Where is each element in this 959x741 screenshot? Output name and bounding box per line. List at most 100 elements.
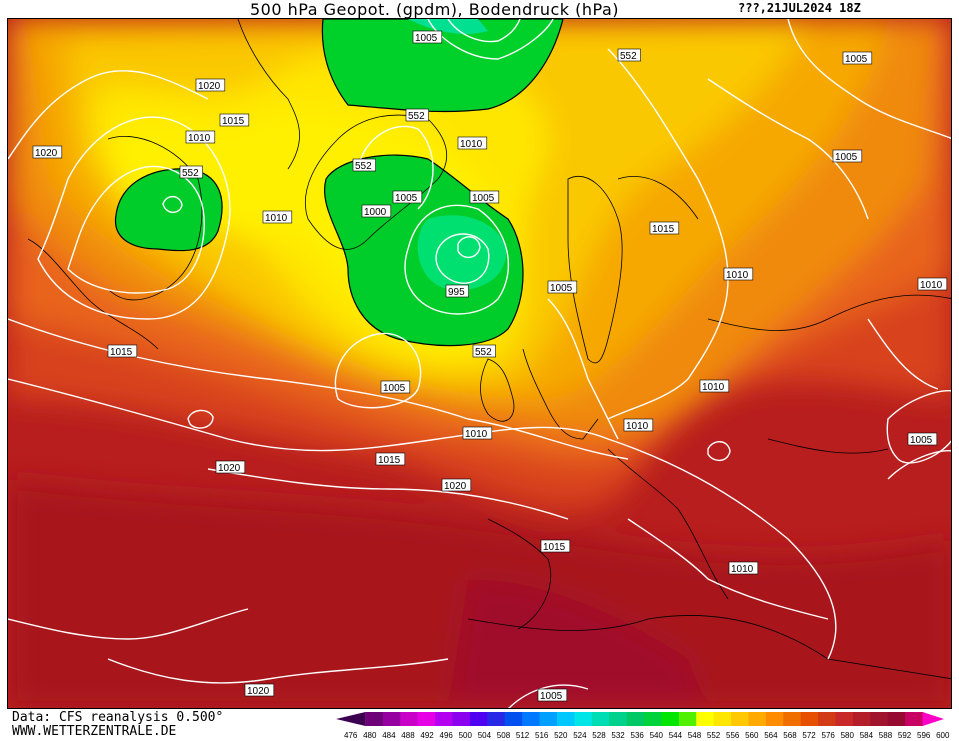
colorbar-swatch [852,712,871,726]
isobar-label: 552 [617,48,641,62]
isobar-label-text: 1015 [110,347,133,358]
isobar-label: 1010 [728,561,759,575]
data-source-label: Data: CFS reanalysis 0.500° [12,710,224,725]
isobar-label: 1005 [392,190,423,204]
isobar-label-text: 1010 [726,270,749,281]
isobar-label-text: 552 [182,168,199,179]
isobar-label-text: 1015 [652,224,675,235]
isobar-label-text: 1010 [265,213,288,224]
isobar-label: 1010 [699,379,730,393]
colorbar-tick-label: 572 [802,731,816,740]
isobar-label: 1010 [917,277,948,291]
colorbar-swatch [417,712,436,726]
colorbar-tick-label: 592 [897,731,912,740]
isobar-label-text: 1010 [702,382,725,393]
isobar-label-text: 1005 [383,383,406,394]
isobar-label: 1005 [469,190,500,204]
colorbar-swatch [626,712,645,726]
weather-map[interactable]: 1005 552 1020 1015 1010 1020 552 552 1010 1005 100… [7,18,952,709]
colorbar-labels: 476 480 484 488 492 496 500 504 508 512 516 520 524 5… [340,731,950,741]
colorbar-swatch [835,712,854,726]
colorbar-swatch [336,712,366,726]
isobar-label-text: 1005 [472,193,495,204]
colorbar-tick-label: 580 [840,731,854,740]
colorbar-swatch [713,712,732,726]
isobar-label: 552 [179,165,203,179]
colorbar-swatch [800,712,819,726]
colorbar-swatch [887,712,906,726]
isobar-label: 552 [352,158,376,172]
colorbar-tick-label: 520 [554,731,568,740]
isobar-label-text: 1010 [460,139,483,150]
isobar-label-text: 1005 [550,283,573,294]
colorbar [336,712,944,726]
colorbar-tick-label: 528 [592,731,606,740]
isobar-label-text: 552 [475,347,492,358]
run-date-label: ???,21JUL2024 18Z [738,1,861,15]
low-pressure-area-north [321,19,564,113]
colorbar-tick-label: 596 [917,731,931,740]
isobar-label-text: 1020 [198,81,221,92]
colorbar-tick-label: 552 [706,731,721,740]
colorbar-tick-label: 548 [687,731,702,740]
isobar-label-text: 1005 [540,691,563,702]
footer-credits: Data: CFS reanalysis 0.500° WWW.WETTERZE… [12,711,223,739]
chart-title: 500 hPa Geopot. (gpdm), Bodendruck (hPa) [250,0,620,19]
colorbar-tick-label: 484 [382,731,396,740]
isobar-label-text: 552 [408,111,425,122]
colorbar-tick-label: 600 [936,731,950,740]
colorbar-tick-label: 488 [401,731,415,740]
colorbar-swatch [435,712,453,726]
colorbar-swatch [661,712,680,726]
isobar-label-text: 1005 [415,33,438,44]
colorbar-tick-label: 480 [363,731,377,740]
colorbar-tick-label: 508 [496,731,511,740]
map-canvas: 1005 552 1020 1015 1010 1020 552 552 1010 1005 100… [8,19,951,708]
colorbar-swatch [487,712,506,726]
isobar-label: 552 [405,108,429,122]
isobar-label-text: 1005 [910,435,933,446]
colorbar-swatch [644,712,662,726]
isobar-label-text: 1015 [378,455,401,466]
isobar-label: 1010 [723,267,754,281]
isobar-label: 995 [445,284,469,298]
colorbar-swatch [905,712,924,726]
colorbar-swatch [522,712,541,726]
isobar-label-text: 1015 [222,116,245,127]
isobar-label-text: 1015 [543,542,566,553]
colorbar-swatch [469,712,488,726]
isobar-label-text: 1020 [218,463,241,474]
colorbar-tick-label: 504 [477,731,492,740]
colorbar-tick-label: 532 [611,731,625,740]
isobar-label: 1005 [842,51,873,65]
colorbar-tick-label: 564 [764,731,778,740]
isobar-label-text: 552 [620,51,637,62]
isobar-label: 1015 [540,539,571,553]
coastlines [27,19,951,680]
colorbar-tick-label: 500 [458,731,472,740]
colorbar-swatch [591,712,610,726]
isobar-label: 1005 [380,380,411,394]
isobar-label: 1005 [537,688,568,702]
isobar-label: 1015 [219,113,250,127]
isobar-label: 1010 [457,136,488,150]
isobar-label: 1020 [32,145,63,159]
isobar-label: 1020 [244,683,275,697]
colorbar-swatch [678,712,697,726]
isobar-label-text: 1010 [465,429,488,440]
colorbar-tick-label: 556 [726,731,740,740]
isobar-label-text: 1000 [364,207,387,218]
colorbar-swatch [922,712,944,726]
colorbar-tick-label: 496 [439,731,453,740]
colorbar-tick-label: 516 [535,731,549,740]
colorbar-swatch [365,712,384,726]
colorbar-tick-label: 568 [783,731,797,740]
isobar-label-text: 1020 [35,148,58,159]
isobar-label-text: 1010 [626,421,649,432]
colorbar-swatch [574,712,593,726]
colorbar-swatch [539,712,558,726]
colorbar-tick-label: 512 [515,731,530,740]
colorbar-swatch [382,712,401,726]
isobar-labels: 1005 552 1020 1015 1010 1020 552 552 1010 1005 100… [32,30,948,702]
colorbar-tick-label: 560 [745,731,759,740]
